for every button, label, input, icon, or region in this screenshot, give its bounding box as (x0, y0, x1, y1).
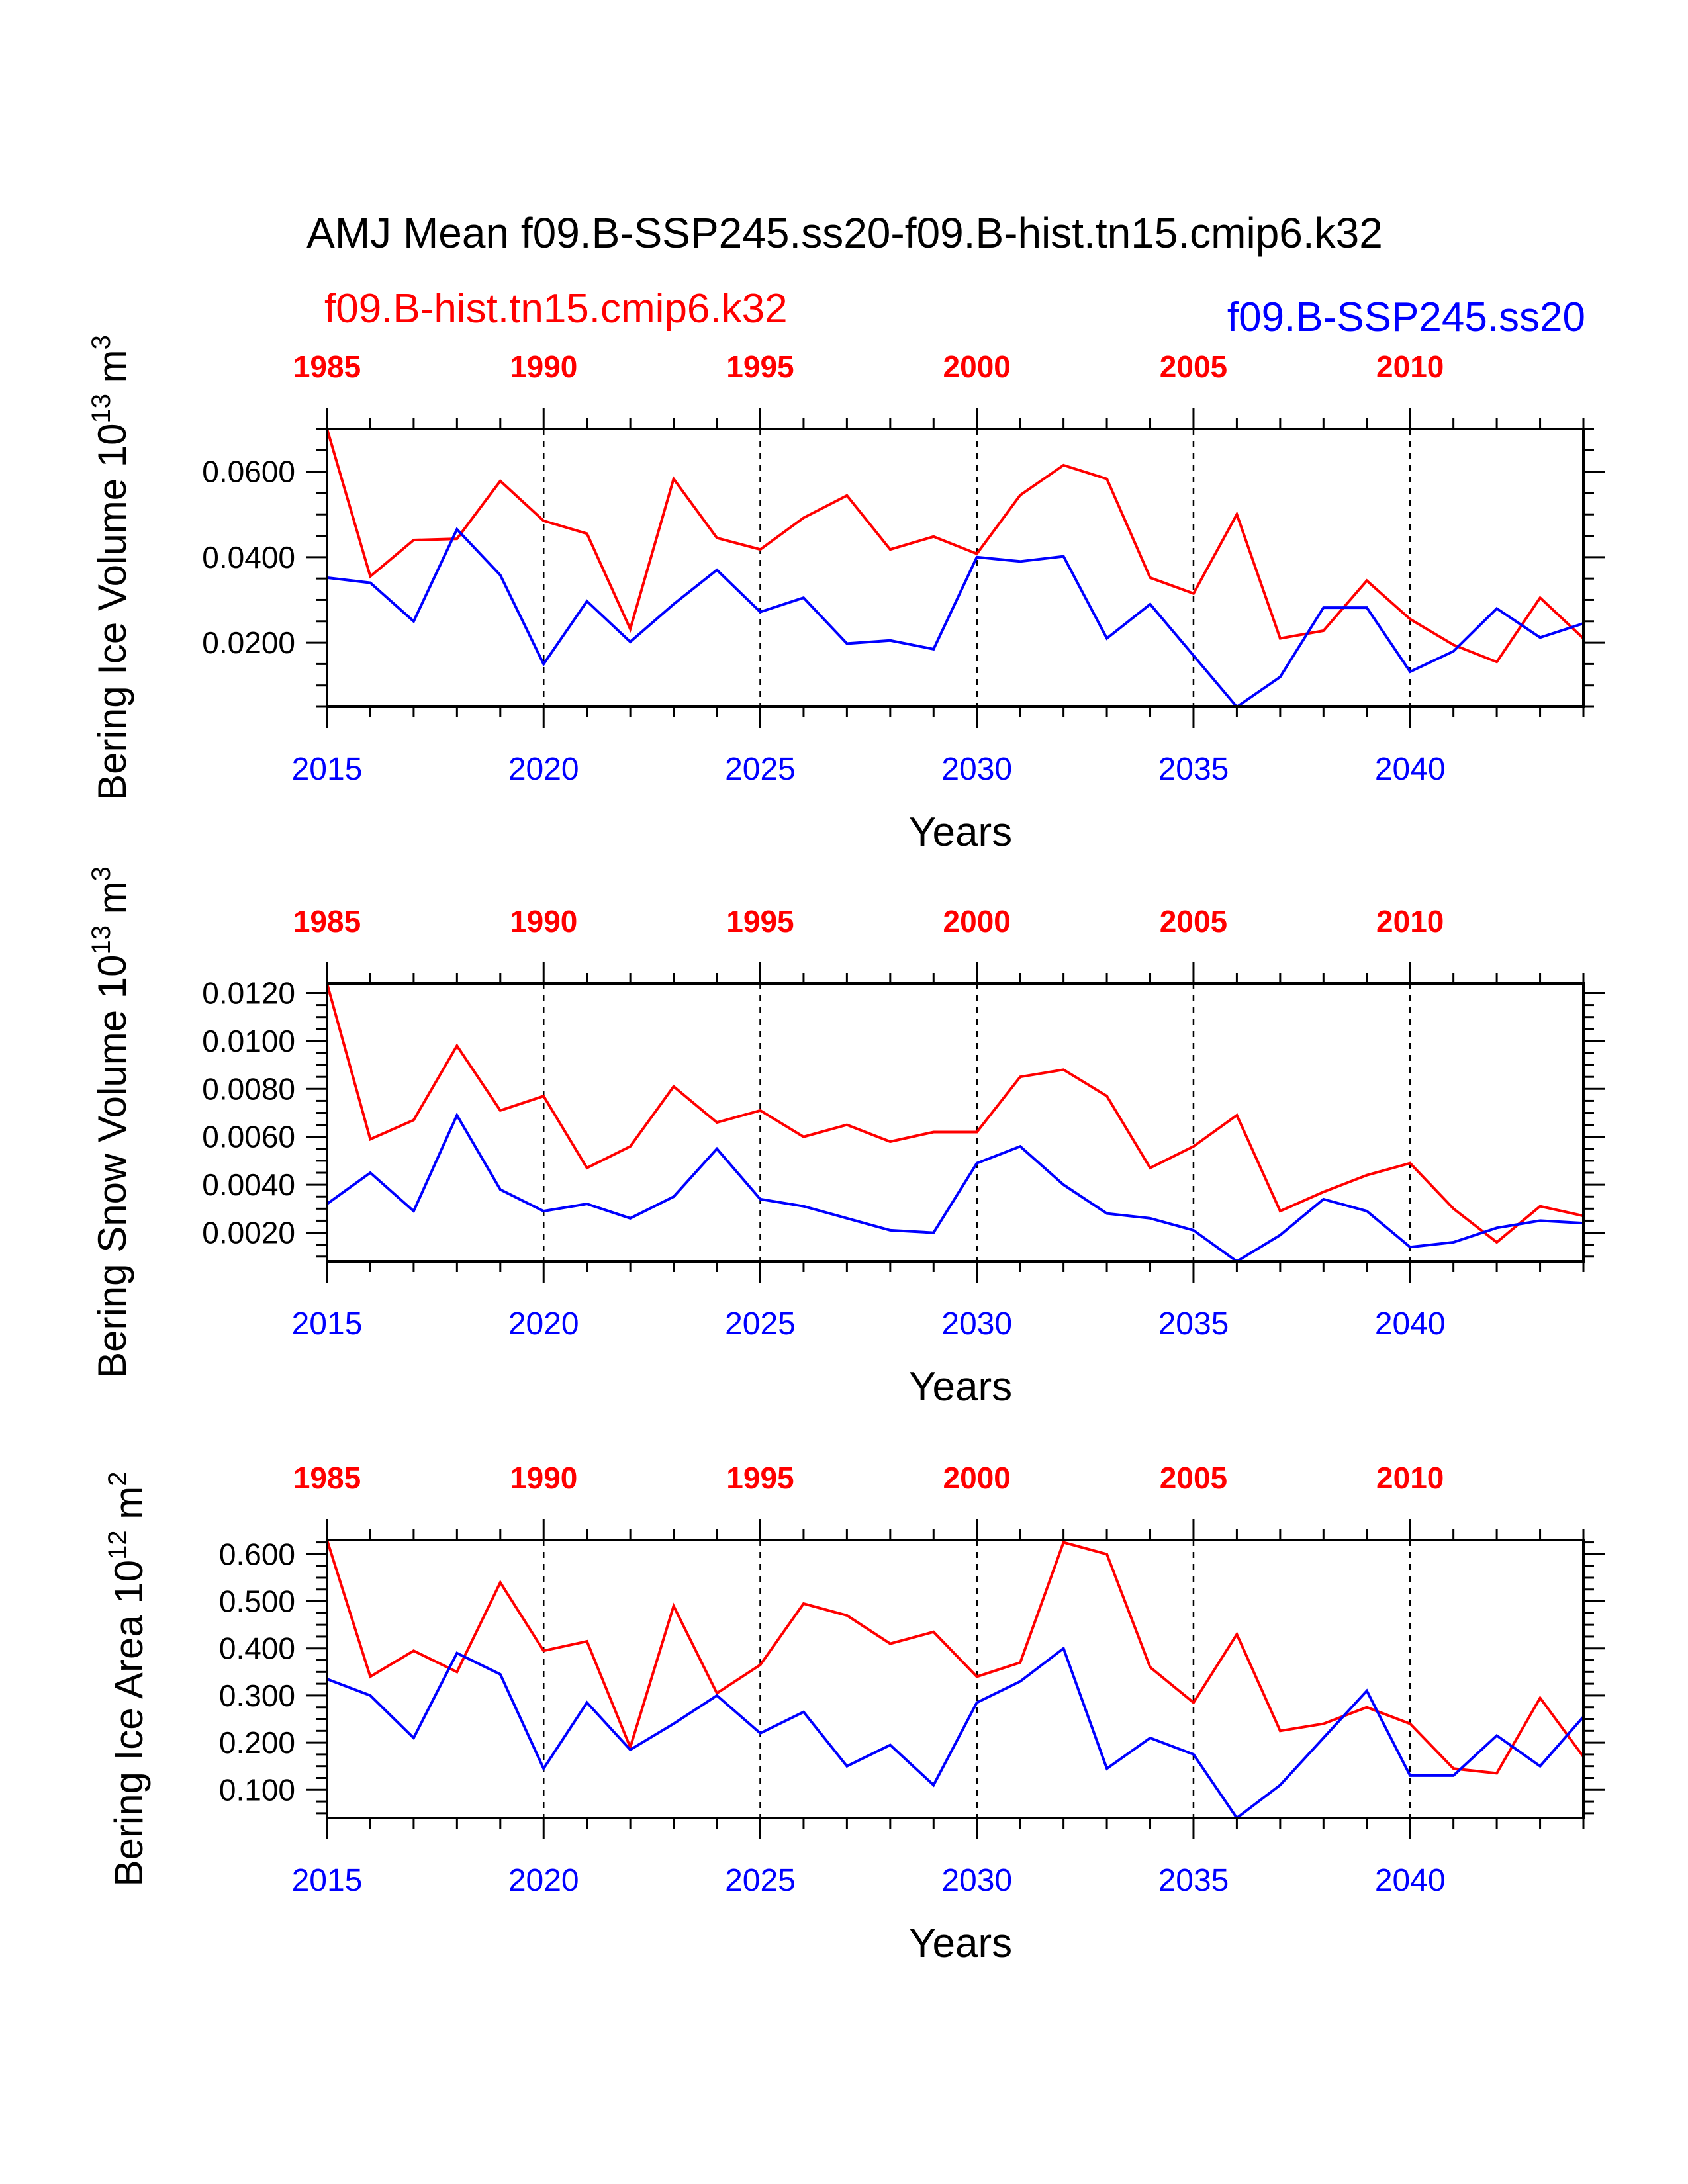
x-tick-label-top: 2005 (1160, 349, 1227, 384)
panels: 2015 2020 2025 2030 2035 2040 1985 1990 1995 2000… (87, 335, 1605, 1966)
y-axis-label: Bering Ice Volume 1013 m3 (87, 335, 134, 801)
y-tick-label: 0.100 (219, 1772, 295, 1807)
y-axis-label: Bering Snow Volume 1013 m3 (87, 866, 134, 1379)
x-tick-label-bottom: 2040 (1375, 752, 1446, 787)
figure-title: AMJ Mean f09.B-SSP245.ss20-f09.B-hist.tn… (306, 209, 1383, 257)
y-tick-label: 0.0040 (202, 1167, 295, 1202)
x-tick-label-bottom: 2020 (508, 1306, 579, 1342)
x-tick-label-top: 2000 (943, 1461, 1011, 1495)
y-tick-label: 0.600 (219, 1537, 295, 1571)
y-tick-label: 0.0600 (202, 455, 295, 489)
y-tick-label: 0.300 (219, 1678, 295, 1713)
y-axis-label-part: m (107, 1486, 151, 1531)
x-tick-label-top: 2005 (1160, 1461, 1227, 1495)
x-axis-label: Years (909, 1364, 1012, 1410)
x-tick-label-top: 2010 (1376, 349, 1444, 384)
x-tick-label-bottom: 2035 (1158, 752, 1229, 787)
y-tick-label: 0.0400 (202, 540, 295, 574)
y-axis-label-part: 13 (87, 394, 116, 424)
y-axis-label-part: 12 (103, 1530, 132, 1560)
x-tick-label-top: 1995 (726, 1461, 794, 1495)
series-line-hist (326, 983, 1584, 1244)
y-axis-label-part: Bering Ice Volume 10 (90, 424, 134, 801)
legend-hist-label: f09.B-hist.tn15.cmip6.k32 (324, 286, 788, 332)
x-tick-label-top: 2000 (943, 904, 1011, 938)
y-axis-label-part: 2 (103, 1471, 132, 1486)
panel-3: 2015 2020 2025 2030 2035 2040 1985 1990 1995 2000… (103, 1461, 1605, 1966)
x-tick-label-bottom: 2030 (941, 1306, 1012, 1342)
y-tick-label: 0.0120 (202, 976, 295, 1010)
panel-1: 2015 2020 2025 2030 2035 2040 1985 1990 1995 2000… (87, 335, 1605, 855)
plot-frame (326, 1539, 1585, 1819)
x-tick-label-top: 1985 (293, 904, 361, 938)
x-tick-label-top: 2010 (1376, 1461, 1444, 1495)
x-tick-label-bottom: 2035 (1158, 1306, 1229, 1342)
y-tick-label: 0.0020 (202, 1216, 295, 1250)
x-tick-label-bottom: 2040 (1375, 1306, 1446, 1342)
x-tick-label-top: 1990 (510, 1461, 577, 1495)
x-axis-label: Years (909, 809, 1012, 855)
y-tick-label: 0.0200 (202, 625, 295, 660)
y-axis-label-part: 3 (87, 335, 116, 349)
x-tick-label-bottom: 2020 (508, 1863, 579, 1898)
panel-2: 2015 2020 2025 2030 2035 2040 1985 1990 1995 2000… (87, 866, 1605, 1410)
y-axis-label-part: Bering Ice Area 10 (107, 1560, 151, 1887)
x-tick-label-top: 2005 (1160, 904, 1227, 938)
x-tick-label-top: 1995 (726, 349, 794, 384)
x-tick-label-top: 1990 (510, 904, 577, 938)
y-tick-label: 0.500 (219, 1584, 295, 1619)
y-axis-label: Bering Ice Area 1012 m2 (103, 1471, 151, 1886)
x-tick-label-top: 2010 (1376, 904, 1444, 938)
x-tick-label-top: 1995 (726, 904, 794, 938)
y-axis-label-part: Bering Snow Volume 10 (90, 955, 134, 1379)
x-tick-label-bottom: 2030 (941, 752, 1012, 787)
y-tick-label: 0.200 (219, 1725, 295, 1760)
x-tick-label-top: 2000 (943, 349, 1011, 384)
x-axis-label: Years (909, 1921, 1012, 1966)
x-tick-label-bottom: 2025 (725, 1306, 796, 1342)
x-tick-label-bottom: 2025 (725, 1863, 796, 1898)
y-tick-label: 0.400 (219, 1631, 295, 1666)
y-tick-label: 0.0100 (202, 1024, 295, 1058)
x-tick-label-bottom: 2015 (292, 1306, 363, 1342)
plot-frame (326, 982, 1585, 1263)
series-line-hist (326, 428, 1585, 664)
x-tick-label-top: 1985 (293, 1461, 361, 1495)
x-tick-label-bottom: 2030 (941, 1863, 1012, 1898)
series-line-hist (326, 1539, 1585, 1775)
y-axis-label-part: m (90, 881, 134, 925)
x-tick-label-top: 1990 (510, 349, 577, 384)
x-tick-label-bottom: 2040 (1375, 1863, 1446, 1898)
x-tick-label-bottom: 2015 (292, 1863, 363, 1898)
plot-frame (326, 428, 1585, 708)
x-tick-label-bottom: 2020 (508, 752, 579, 787)
series-line-ssp (326, 527, 1584, 709)
series-line-ssp (326, 1112, 1584, 1263)
x-tick-label-bottom: 2035 (1158, 1863, 1229, 1898)
series-line-ssp (326, 1646, 1585, 1820)
x-tick-label-bottom: 2025 (725, 752, 796, 787)
y-tick-label: 0.0080 (202, 1071, 295, 1106)
legend-ssp-label: f09.B-SSP245.ss20 (1227, 295, 1585, 340)
y-axis-label-part: m (90, 349, 134, 394)
y-axis-label-part: 3 (87, 866, 116, 881)
y-tick-label: 0.0060 (202, 1120, 295, 1154)
x-tick-label-bottom: 2015 (292, 752, 363, 787)
y-axis-label-part: 13 (87, 925, 116, 955)
x-tick-label-top: 1985 (293, 349, 361, 384)
